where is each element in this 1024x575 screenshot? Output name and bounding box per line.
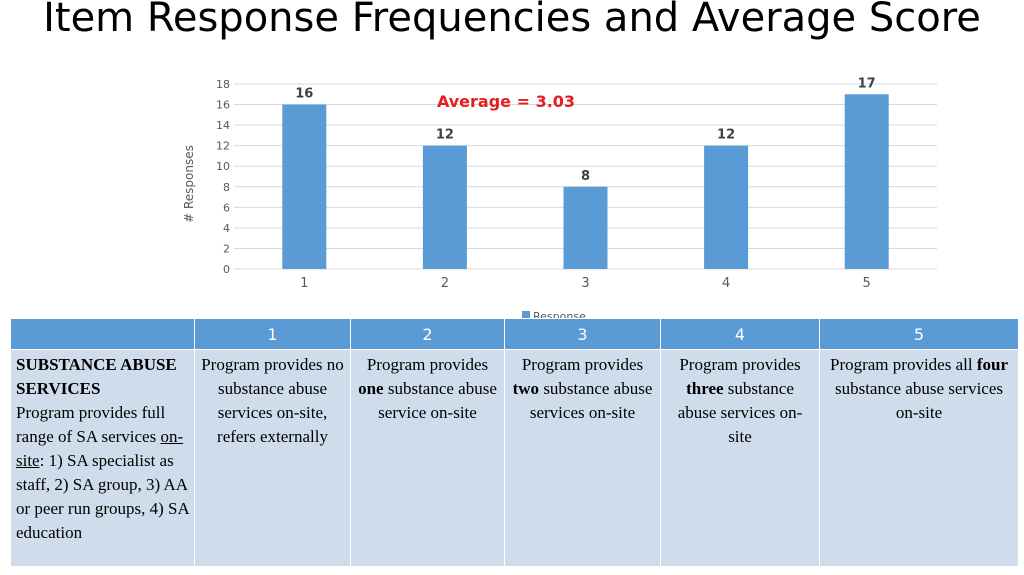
x-tick-label: 4 xyxy=(722,276,730,291)
x-tick-label: 3 xyxy=(581,276,589,291)
y-tick-label: 2 xyxy=(223,242,230,255)
table-row: SUBSTANCE ABUSE SERVICES Program provide… xyxy=(10,349,1019,567)
score-2-bold: one xyxy=(358,379,384,398)
y-tick-label: 8 xyxy=(223,181,230,194)
score-1-text: Program provides no substance abuse serv… xyxy=(201,355,344,446)
score-4-bold: three xyxy=(686,379,724,398)
bar xyxy=(844,94,889,270)
criterion-desc-start: Program provides full range of SA servic… xyxy=(16,403,166,446)
header-cell-1: 1 xyxy=(194,318,351,350)
chart-data-labels: 16 12 8 12 17 xyxy=(295,76,875,183)
data-label: 12 xyxy=(436,128,454,143)
x-tick-label: 1 xyxy=(300,276,308,291)
score-3-bold: two xyxy=(512,379,540,398)
score-5-bold: four xyxy=(976,355,1008,374)
y-tick-label: 14 xyxy=(216,119,230,132)
legend-swatch xyxy=(522,311,530,319)
score-5-text-end: substance abuse services on-site xyxy=(834,379,1004,422)
data-label: 16 xyxy=(295,87,313,102)
score-cell-5: Program provides all four substance abus… xyxy=(819,349,1019,567)
y-tick-label: 12 xyxy=(216,140,230,153)
data-label: 8 xyxy=(581,169,590,184)
score-cell-3: Program provides two substance abuse ser… xyxy=(504,349,661,567)
score-cell-2: Program provides one substance abuse ser… xyxy=(350,349,505,567)
y-tick-label: 10 xyxy=(216,160,230,173)
y-tick-label: 18 xyxy=(216,78,230,91)
criterion-desc-onsite: on-site xyxy=(16,427,184,470)
chart-bars xyxy=(282,94,889,270)
data-label: 17 xyxy=(858,76,876,91)
score-cell-1: Program provides no substance abuse serv… xyxy=(194,349,351,567)
y-axis-label: # Responses xyxy=(182,145,196,223)
y-axis-ticks: 0 2 4 6 8 10 12 14 16 18 xyxy=(216,78,230,276)
y-tick-label: 4 xyxy=(223,222,230,235)
bar xyxy=(282,104,327,269)
criterion-desc-end: : 1) SA specialist as staff, 2) SA group… xyxy=(16,451,189,542)
score-3-text: Program provides xyxy=(521,355,644,374)
score-3-text-end: substance abuse services on-site xyxy=(529,379,653,422)
score-2-text: Program provides xyxy=(366,355,489,374)
x-tick-label: 2 xyxy=(441,276,449,291)
header-cell-3: 3 xyxy=(504,318,661,350)
criterion-cell: SUBSTANCE ABUSE SERVICES Program provide… xyxy=(10,349,195,567)
score-4-text-end: substance abuse services on-site xyxy=(677,379,803,446)
score-cell-4: Program provides three substance abuse s… xyxy=(660,349,820,567)
y-tick-label: 6 xyxy=(223,201,230,214)
x-axis-ticks: 1 2 3 4 5 xyxy=(300,276,871,291)
x-tick-label: 5 xyxy=(863,276,871,291)
score-2-text-end: substance abuse service on-site xyxy=(378,379,497,422)
header-cell-blank xyxy=(10,318,195,350)
header-cell-4: 4 xyxy=(660,318,820,350)
y-tick-label: 16 xyxy=(216,99,230,112)
data-label: 12 xyxy=(717,128,735,143)
bar xyxy=(704,145,749,269)
bar xyxy=(422,145,467,269)
y-tick-label: 0 xyxy=(223,263,230,276)
header-cell-5: 5 xyxy=(819,318,1019,350)
score-5-text: Program provides all xyxy=(829,355,977,374)
bar xyxy=(563,186,608,269)
score-4-text: Program provides xyxy=(679,355,801,374)
rubric-table: 1 2 3 4 5 SUBSTANCE ABUSE SERVICES Progr… xyxy=(10,318,1019,567)
average-annotation: Average = 3.03 xyxy=(437,92,575,111)
criterion-heading: SUBSTANCE ABUSE SERVICES xyxy=(16,355,177,398)
header-cell-2: 2 xyxy=(350,318,505,350)
table-header-row: 1 2 3 4 5 xyxy=(10,318,1019,350)
page-title: Item Response Frequencies and Average Sc… xyxy=(43,0,981,41)
